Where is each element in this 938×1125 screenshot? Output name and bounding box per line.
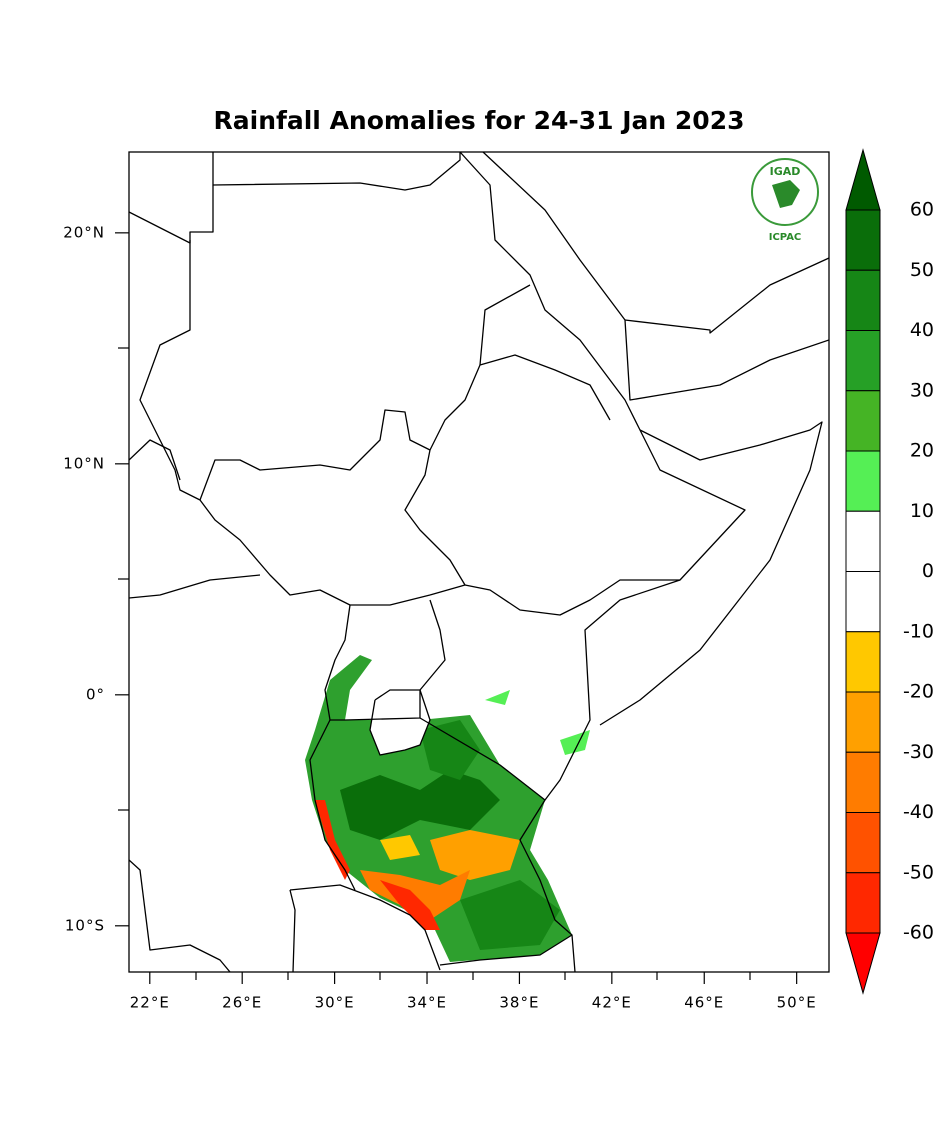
lake [369,689,431,756]
y-tick-label: 0° [86,685,105,703]
colorbar-box [845,209,881,271]
colorbar-box [845,812,881,874]
border [129,185,214,244]
border [464,579,680,616]
border [199,499,431,606]
orange-area [430,830,520,880]
coastline [599,421,823,726]
light-green-area [485,690,510,705]
colorbar-label: 40 [910,319,934,341]
logo-map [772,180,800,208]
border [129,439,181,481]
colorbar-label: -40 [903,801,934,823]
dark-green-area [420,720,480,780]
border [479,284,531,366]
border [309,719,356,891]
colorbar-box [845,390,881,452]
lake-victoria [370,690,430,755]
border [199,354,611,501]
map-title: Rainfall Anomalies for 24-31 Jan 2023 [214,106,745,135]
border [139,240,201,501]
colorbar-box [845,510,881,572]
x-tick-label: 42°E [592,994,632,1012]
coastline [459,152,746,972]
colorbar-box [845,269,881,331]
border [129,574,261,599]
colorbar-arrow [845,148,881,211]
colorbar-label: 60 [910,199,934,221]
y-tick-label: 10°S [65,916,105,934]
colorbar: 60 50 40 30 20 10 0 -10 -20 -30 -40 -50 -60 [845,148,934,995]
map: IGAD ICPAC [118,151,830,980]
border [289,884,441,971]
borders [129,152,829,972]
colorbar-label: -50 [903,861,934,883]
dark-green-area [340,770,500,840]
colorbar-label: 30 [910,379,934,401]
x-tick-label: 26°E [222,994,262,1012]
yellow-area [380,835,420,860]
border [419,717,546,801]
border [324,599,446,721]
colorbar-label: -60 [903,922,934,944]
minor-ticks [118,347,751,980]
colorbar-label: 50 [910,259,934,281]
logo-text: ICPAC [769,232,802,243]
colorbar-box [845,631,881,693]
colorbar-arrow [845,932,881,995]
colorbar-label: -10 [903,620,934,642]
colorbar-box [845,450,881,512]
x-tick-label: 22°E [130,994,170,1012]
x-tick-label: 34°E [407,994,447,1012]
y-tick-label: 10°N [63,454,105,472]
red-area [315,800,350,880]
red-area [380,880,440,930]
colorbar-label: 20 [910,440,934,462]
y-tick-label: 20°N [63,223,105,241]
colorbar-box [845,872,881,934]
x-tick-label: 30°E [315,994,355,1012]
logo-text: IGAD [770,165,801,178]
dark-green-area [460,880,560,950]
border [439,934,573,966]
border [129,859,231,972]
border [624,257,829,334]
anomaly-field [305,655,590,962]
colorbar-box [845,751,881,813]
x-tick-label: 50°E [777,994,817,1012]
colorbar-box [845,330,881,392]
colorbar-box [845,571,881,633]
colorbar-label: -20 [903,681,934,703]
logo: IGAD ICPAC [751,158,819,243]
axes: 22°E 26°E 30°E 34°E 38°E 42°E 46°E 50°E 20°N 10°N… [63,223,817,1012]
colorbar-label: 10 [910,500,934,522]
x-tick-label: 38°E [499,994,539,1012]
colorbar-label: -30 [903,741,934,763]
border [289,889,296,972]
coastline [482,152,829,401]
x-tick-label: 46°E [684,994,724,1012]
colorbar-box [845,691,881,753]
colorbar-label: 0 [922,560,934,582]
